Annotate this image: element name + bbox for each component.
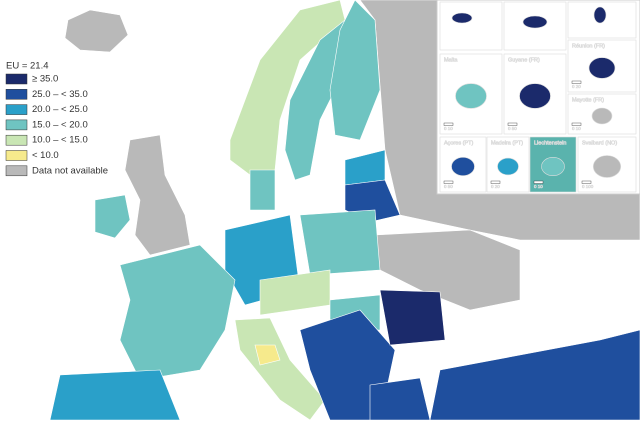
inset-shape xyxy=(497,157,519,176)
legend-swatch xyxy=(5,134,28,146)
legend: EU = 21.4 ≥ 35.0 25.0 – < 35.0 20.0 – < 25.… xyxy=(5,61,108,177)
inset-label: Mayotte (FR) xyxy=(572,97,604,103)
scale-bar xyxy=(443,180,454,184)
scale-label: 0 100 xyxy=(582,184,594,189)
inset-shape xyxy=(451,157,475,177)
scale-bar xyxy=(533,180,544,184)
uk xyxy=(124,134,191,256)
legend-label: 15.0 – < 20.0 xyxy=(32,119,88,130)
inset-shape xyxy=(592,155,622,178)
scale-bar xyxy=(507,122,518,126)
inset-shape xyxy=(519,83,551,109)
legend-swatch xyxy=(5,73,28,85)
inset-label: Malta xyxy=(444,57,458,63)
legend-swatch xyxy=(5,150,28,161)
inset-label: Réunion (FR) xyxy=(572,43,605,49)
scale-label: 0 50 xyxy=(508,126,517,131)
inset-shape xyxy=(593,6,607,24)
inset-shape xyxy=(451,12,473,24)
poland xyxy=(299,209,381,276)
denmark xyxy=(249,169,276,211)
romania xyxy=(379,289,446,346)
scale-label: 0 50 xyxy=(444,184,453,189)
scale-label: 0 20 xyxy=(491,184,500,189)
legend-label: 25.0 – < 35.0 xyxy=(32,89,88,100)
scale-bar xyxy=(581,180,592,184)
legend-label: ≥ 35.0 xyxy=(32,74,58,85)
scale-label: 0 20 xyxy=(572,84,581,89)
inset-shape xyxy=(455,83,487,109)
scale-bar xyxy=(490,180,501,184)
insets: Malta 0 10 Guyane (FR) 0 50 Réunion (FR) 0 20… xyxy=(439,1,637,193)
inset-shape xyxy=(522,15,548,29)
legend-label: 20.0 – < 25.0 xyxy=(32,104,88,115)
legend-title: EU = 21.4 xyxy=(6,61,49,72)
scale-bar xyxy=(443,122,454,126)
inset-label: Svalbard (NO) xyxy=(582,140,617,146)
legend-swatch xyxy=(5,89,28,100)
turkey xyxy=(429,329,640,421)
inset-label: Liechtenstein xyxy=(534,140,566,146)
iceland xyxy=(64,9,129,53)
legend-label: < 10.0 xyxy=(32,150,59,161)
inset-label: Açores (PT) xyxy=(444,140,474,146)
ireland xyxy=(94,194,131,239)
france xyxy=(119,244,236,381)
norway xyxy=(229,0,346,176)
legend-swatch xyxy=(5,104,28,115)
italy xyxy=(234,317,326,421)
inset-frame xyxy=(503,1,567,51)
ukraine xyxy=(374,229,521,311)
italy-north xyxy=(254,344,281,366)
greece xyxy=(369,377,431,421)
legend-label: 10.0 – < 15.0 xyxy=(32,135,88,146)
finland xyxy=(329,0,381,141)
scale-label: 0 10 xyxy=(444,126,453,131)
scale-label: 0 10 xyxy=(534,184,543,189)
legend-label: Data not available xyxy=(32,165,108,176)
inset-shape xyxy=(588,57,616,79)
legend-swatch xyxy=(5,119,28,131)
inset-shape xyxy=(541,157,565,177)
scale-bar xyxy=(571,80,582,84)
inset-shape xyxy=(591,107,613,125)
inset-label: Madeira (PT) xyxy=(491,140,523,146)
inset-frame xyxy=(439,1,503,51)
scale-bar xyxy=(571,122,582,126)
inset-label: Guyane (FR) xyxy=(508,57,540,63)
legend-swatch xyxy=(5,165,28,177)
spain xyxy=(49,369,181,421)
scale-label: 0 10 xyxy=(572,126,581,131)
